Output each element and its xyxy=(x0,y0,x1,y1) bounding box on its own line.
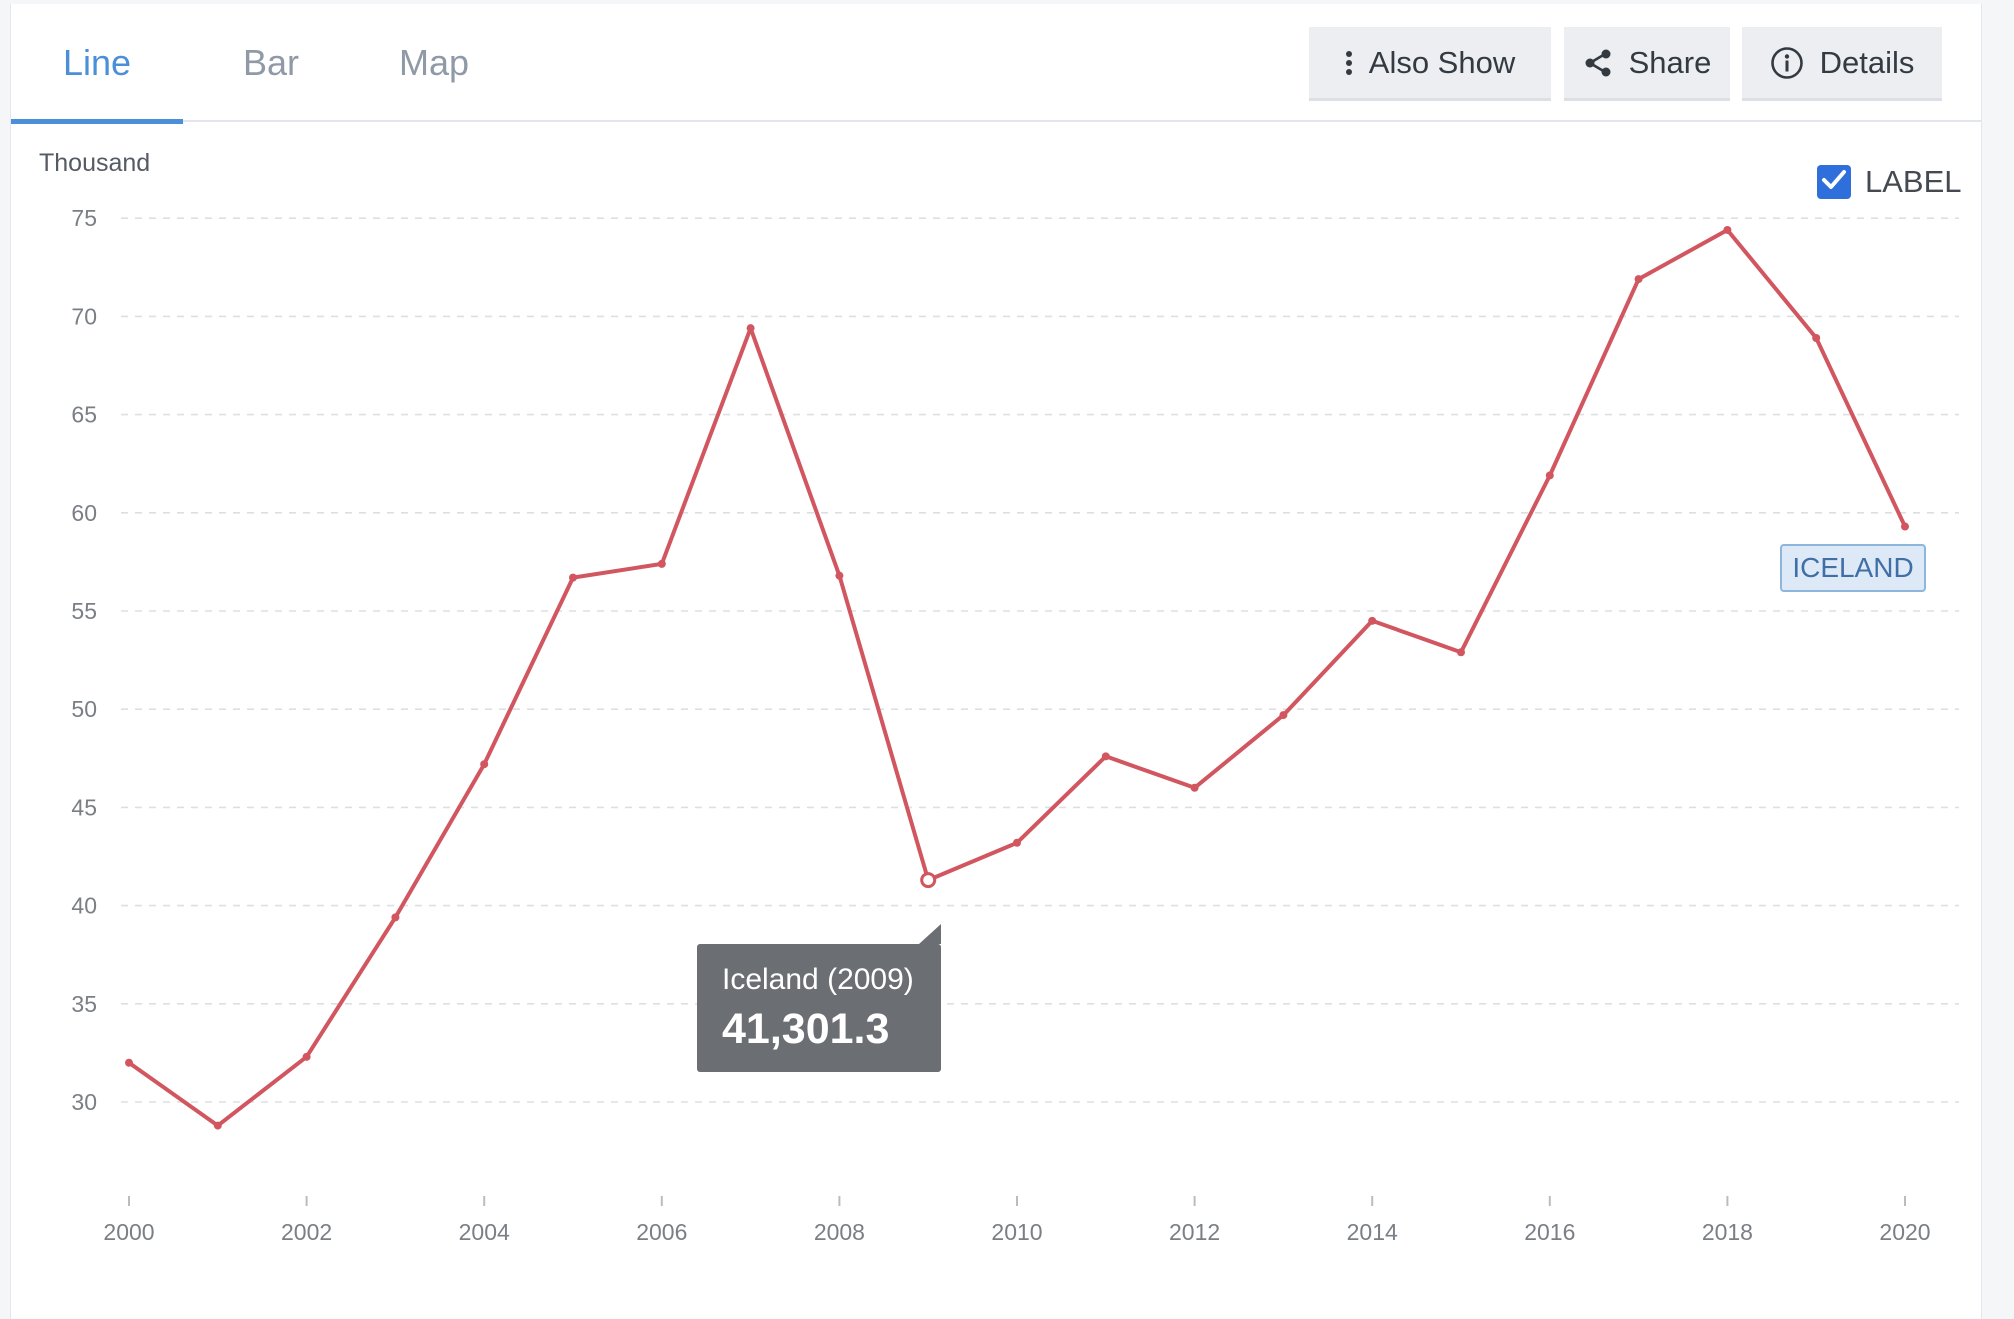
also-show-button[interactable]: Also Show xyxy=(1309,27,1551,101)
data-point xyxy=(1457,648,1465,657)
x-tick-label: 2010 xyxy=(991,1219,1042,1245)
data-point xyxy=(569,573,577,582)
data-point xyxy=(746,324,755,333)
series-layer xyxy=(125,225,1909,1130)
checkmark-icon xyxy=(1821,169,1847,196)
y-tick-label: 55 xyxy=(71,598,97,624)
y-axis-unit-label: Thousand xyxy=(39,149,150,177)
x-tick-label: 2008 xyxy=(814,1219,865,1245)
tab-map[interactable]: Map xyxy=(398,42,470,83)
highlighted-data-point xyxy=(920,872,937,889)
x-tick-label: 2012 xyxy=(1169,1219,1220,1245)
data-point xyxy=(213,1121,222,1130)
y-tick-label: 40 xyxy=(71,893,97,919)
y-tick-label: 35 xyxy=(71,991,97,1017)
x-axis: 2000 2002 2004 2006 2008 2010 2012 2014 2016 2018… xyxy=(103,1196,1931,1245)
share-icon xyxy=(1583,48,1613,78)
tab-bar[interactable]: Bar xyxy=(242,42,300,83)
label-toggle[interactable]: LABEL xyxy=(1817,162,1962,202)
y-tick-label: 45 xyxy=(71,794,97,820)
data-point xyxy=(1279,711,1288,720)
data-point xyxy=(1101,752,1110,761)
data-point xyxy=(1545,471,1554,480)
data-point xyxy=(125,1058,133,1067)
label-checkbox[interactable] xyxy=(1817,165,1851,199)
data-tooltip: Iceland (2009) 41,301.3 xyxy=(697,924,941,1072)
y-tick-label: 60 xyxy=(71,500,97,526)
y-tick-label: 65 xyxy=(71,402,97,428)
data-point xyxy=(302,1052,311,1061)
data-point xyxy=(1368,616,1377,625)
data-point xyxy=(835,571,844,580)
details-label: Details xyxy=(1819,44,1915,80)
x-tick-label: 2018 xyxy=(1702,1219,1753,1245)
data-point xyxy=(1723,225,1732,234)
series-line xyxy=(127,228,1907,1128)
x-tick-label: 2014 xyxy=(1347,1219,1398,1245)
y-axis: 30 35 40 45 50 55 60 65 70 75 xyxy=(71,205,97,1115)
series-end-label: ICELAND xyxy=(1780,544,1926,592)
label-toggle-text: LABEL xyxy=(1865,164,1962,199)
y-tick-label: 50 xyxy=(71,696,97,722)
data-point xyxy=(1190,783,1199,792)
x-tick-label: 2004 xyxy=(459,1219,510,1245)
x-tick-label: 2000 xyxy=(103,1219,154,1245)
x-tick-label: 2016 xyxy=(1524,1219,1575,1245)
tooltip-value: 41,301.3 xyxy=(722,1005,890,1053)
y-tick-label: 30 xyxy=(71,1089,97,1115)
data-point xyxy=(1013,838,1021,847)
tooltip-title: Iceland (2009) xyxy=(722,963,914,996)
also-show-label: Also Show xyxy=(1368,44,1516,80)
data-point xyxy=(657,559,666,568)
share-button[interactable]: Share xyxy=(1564,27,1730,101)
more-vertical-icon xyxy=(1345,50,1353,76)
details-button[interactable]: Details xyxy=(1742,27,1942,101)
view-toolbar: Line Bar Map Also Show Share Details xyxy=(11,4,1981,124)
data-point xyxy=(1634,275,1643,284)
x-tick-label: 2002 xyxy=(281,1219,332,1245)
x-tick-label: 2020 xyxy=(1879,1219,1930,1245)
data-point xyxy=(480,760,489,769)
data-point xyxy=(391,913,400,922)
info-icon xyxy=(1770,46,1804,80)
data-point xyxy=(1812,334,1821,343)
chart-panel: Line Bar Map Also Show Share Details xyxy=(10,4,1982,1319)
x-tick-label: 2006 xyxy=(636,1219,687,1245)
share-label: Share xyxy=(1628,44,1712,80)
data-point xyxy=(1901,522,1909,531)
gridlines xyxy=(121,217,1959,1103)
y-tick-label: 70 xyxy=(71,303,97,329)
tab-line[interactable]: Line xyxy=(11,4,183,124)
y-tick-label: 75 xyxy=(71,205,97,231)
